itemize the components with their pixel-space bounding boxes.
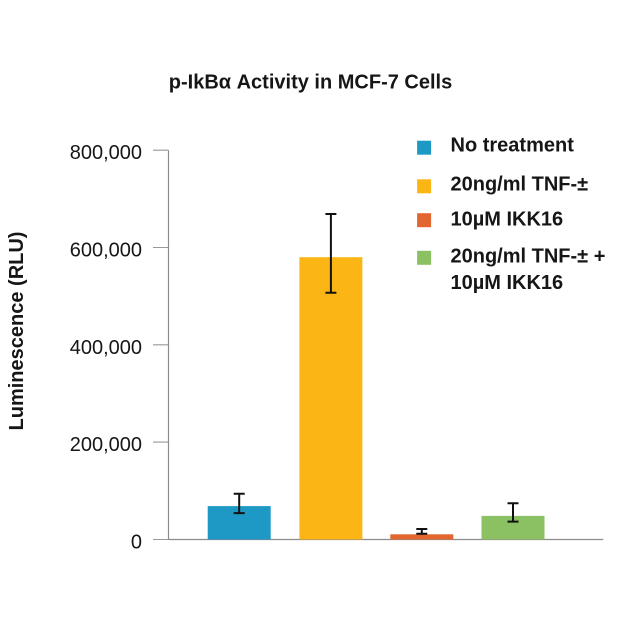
svg-text:0: 0 [131, 531, 142, 553]
svg-text:200,000: 200,000 [70, 434, 142, 456]
svg-text:p-IkBα Activity in MCF-7 Cells: p-IkBα Activity in MCF-7 Cells [169, 71, 452, 93]
svg-text:10µM IKK16: 10µM IKK16 [451, 272, 564, 294]
svg-text:20ng/ml TNF-± +: 20ng/ml TNF-± + [451, 245, 606, 267]
svg-text:400,000: 400,000 [70, 337, 142, 359]
svg-text:10µM IKK16: 10µM IKK16 [451, 209, 564, 231]
svg-text:800,000: 800,000 [70, 142, 142, 164]
svg-text:Luminescence (RLU): Luminescence (RLU) [6, 232, 28, 431]
svg-text:20ng/ml TNF-±: 20ng/ml TNF-± [451, 173, 589, 195]
svg-text:No treatment: No treatment [451, 135, 575, 157]
svg-text:600,000: 600,000 [70, 240, 142, 262]
